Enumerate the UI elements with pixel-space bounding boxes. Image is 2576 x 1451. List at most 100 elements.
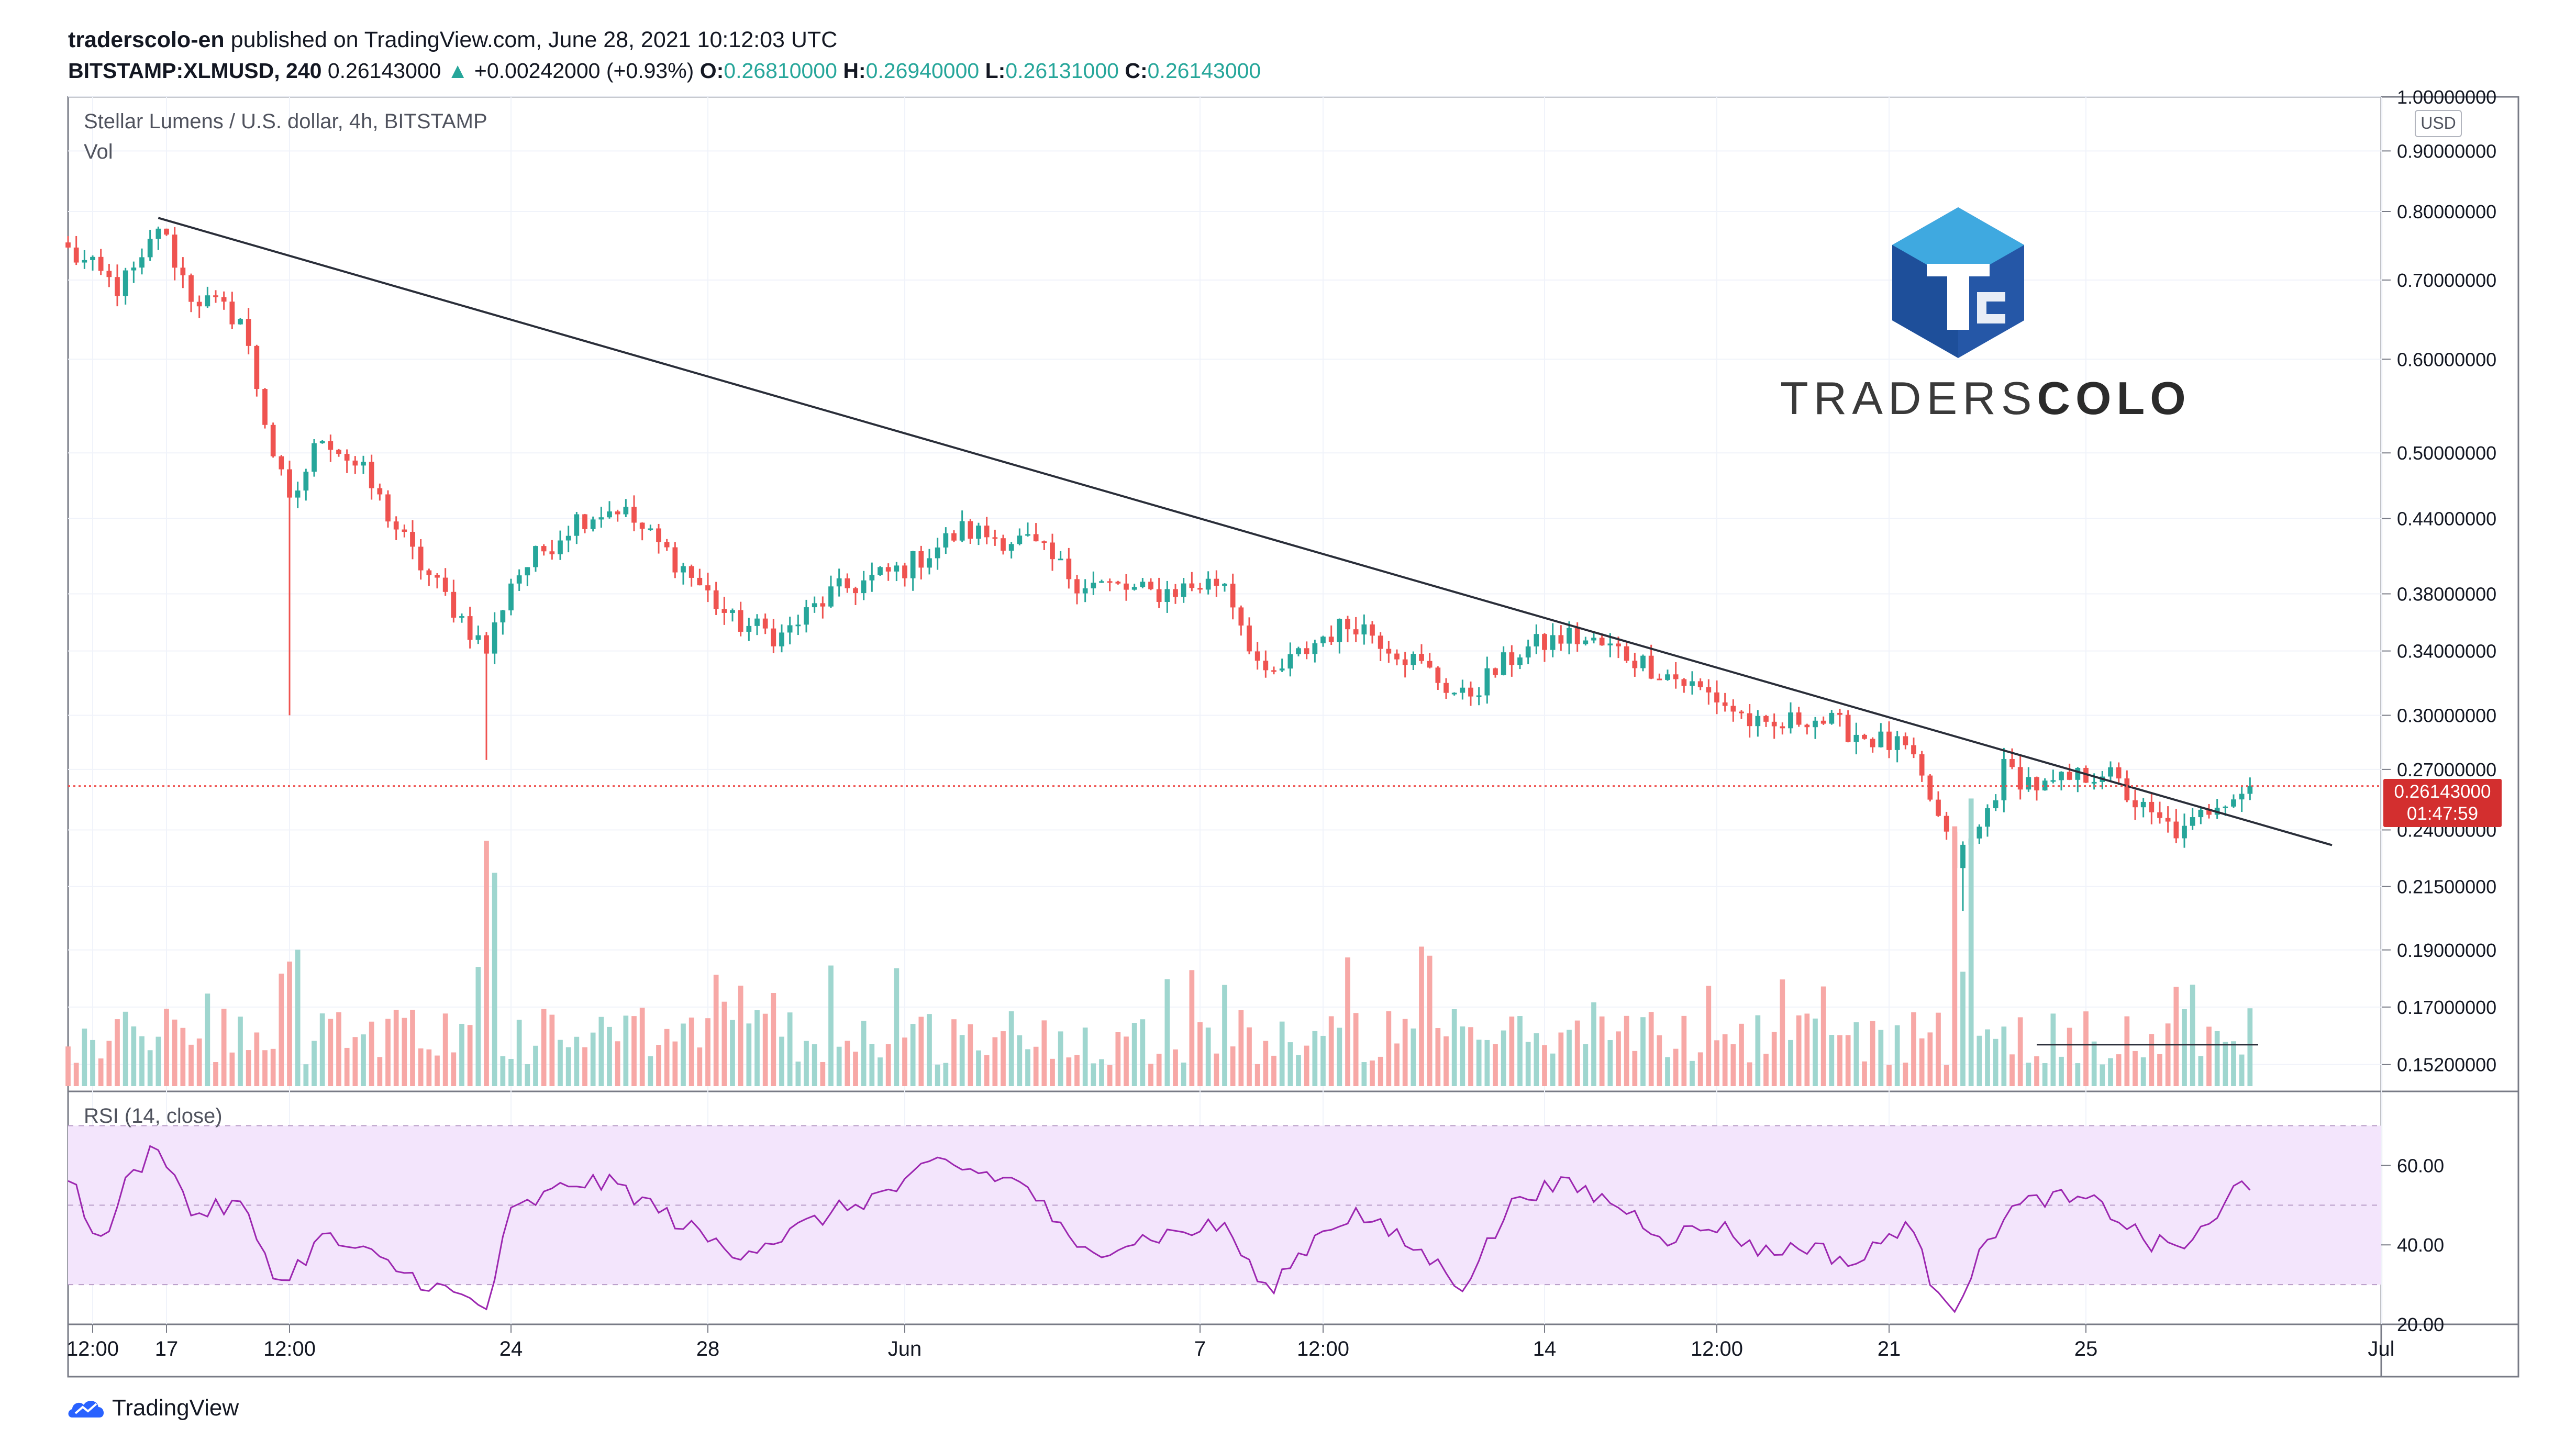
tradingview-footer[interactable]: TradingView [67,1390,239,1426]
candle-body [713,590,719,609]
candle-body [1665,674,1670,680]
candle-body [1107,581,1113,583]
volume-bar [1911,1012,1916,1086]
candle-body [1747,713,1752,727]
volume-bar [1878,1030,1884,1086]
candle-body [738,610,743,632]
candle-body [549,551,555,554]
candle-body [1476,695,1482,697]
candle-body [1845,715,1851,742]
volume-bar [1345,957,1350,1086]
candle-body [295,490,301,498]
volume-bar [1985,1029,1990,1086]
candle-body [1402,659,1408,665]
candle-body [1820,720,1826,724]
candle-body [2239,794,2245,800]
volume-bar [959,1035,965,1086]
candle-body [1607,643,1613,645]
volume-bar [2001,1026,2007,1086]
candle-body [213,295,218,297]
currency-badge[interactable]: USD [2415,110,2462,137]
volume-bar [1386,1011,1392,1086]
candle-body [344,454,350,461]
candle-body [1542,634,1547,650]
candle-body [319,441,325,443]
candle-body [2182,825,2187,839]
candle-body [1837,712,1842,715]
volume-bar [812,1044,817,1086]
candle-body [951,533,957,541]
volume-bar [1517,1016,1523,1086]
volume-bar [1164,979,1170,1086]
candle-body [1632,661,1638,668]
volume-bar [1534,1033,1539,1086]
volume-bar [319,1013,325,1086]
candle-body [1706,687,1712,693]
candle-body [2017,767,2023,790]
candle-body [1977,827,1982,839]
volume-bar [1583,1044,1589,1086]
volume-bar [951,1019,957,1086]
candle-body [697,577,703,586]
volume-bar [672,1041,678,1086]
volume-bar [885,1044,891,1086]
candle-body [525,567,530,576]
volume-bar [631,1016,637,1086]
candle-body [1870,739,1875,747]
volume-bar [475,967,481,1086]
price-tick-label: 0.38000000 [2397,584,2496,605]
volume-bar [1058,1031,1063,1086]
published-text: published on TradingView.com, June 28, 2… [230,27,838,52]
candle-body [2190,817,2195,826]
volume-bar [1722,1034,1728,1086]
volume-bar [1968,798,1974,1086]
candle-body [1763,716,1769,722]
candle-body [1263,661,1269,671]
price-tick-label: 0.70000000 [2397,270,2496,291]
volume-bar [1181,1062,1186,1086]
current-price-value: 0.26143000 [2394,782,2491,802]
volume-bar [1845,1035,1851,1086]
volume-bar [927,1014,932,1086]
candle-body [1903,736,1908,745]
ohlc-line: BITSTAMP:XLMUSD, 240 0.26143000 ▲ +0.002… [68,59,1261,83]
candle-body [820,603,826,607]
rsi-legend: RSI (14, close) [84,1104,223,1128]
time-tick-label: 14 [1533,1337,1557,1360]
candle-body [1370,624,1375,636]
volume-bar [549,1014,555,1086]
candle-body [1197,588,1203,590]
volume-bar [738,985,743,1086]
candle-body [582,514,587,529]
volume-bar [976,1050,981,1086]
candle-body [123,270,128,296]
author-name[interactable]: traderscolo-en [68,27,225,52]
rsi-line [68,1145,2251,1313]
volume-bar [623,1015,629,1086]
volume-bar [1091,1063,1096,1086]
candle-body [2026,777,2031,790]
candle-body [1378,635,1383,649]
candle-body [1927,775,1933,800]
volume-bar [1681,1015,1687,1086]
volume-bar [385,1019,391,1086]
volume-bar [156,1036,161,1086]
candle-body [1247,626,1252,652]
candle-body [1517,657,1523,665]
volume-bar [508,1058,514,1086]
candle-body [1173,589,1178,597]
volume-bar [1640,1017,1646,1086]
candle-body [1936,799,1941,816]
last-price: 0.26143000 [327,59,441,83]
volume-bar [2165,1023,2171,1086]
volume-bar [344,1047,350,1086]
volume-bar [1607,1040,1613,1086]
candle-body [1017,535,1023,544]
candle-body [2140,801,2146,808]
candle-body [1722,702,1728,706]
volume-bar [65,1046,71,1086]
candle-body [1640,655,1646,668]
candle-body [1567,628,1572,644]
volume-bar [1501,1030,1506,1086]
